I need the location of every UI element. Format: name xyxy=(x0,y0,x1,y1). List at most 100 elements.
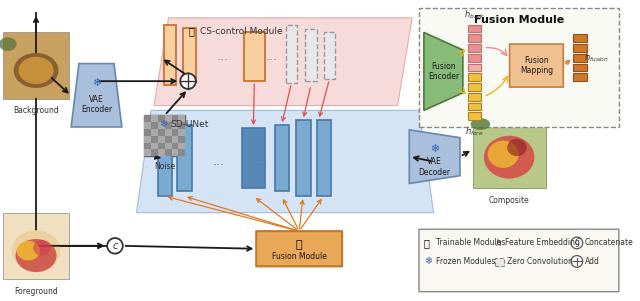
Bar xyxy=(158,129,164,136)
FancyBboxPatch shape xyxy=(509,44,563,87)
Text: 🔥: 🔥 xyxy=(188,26,194,36)
Bar xyxy=(164,25,177,85)
Text: Concatenate: Concatenate xyxy=(585,238,634,247)
Bar xyxy=(151,143,158,149)
Text: Fusion
Encoder: Fusion Encoder xyxy=(428,62,459,81)
Text: Fusion Module: Fusion Module xyxy=(272,252,326,261)
Bar xyxy=(164,136,172,143)
Bar xyxy=(468,103,481,110)
Text: Noise: Noise xyxy=(154,162,175,171)
Bar xyxy=(468,64,481,71)
Bar xyxy=(3,33,69,99)
Bar xyxy=(151,115,158,122)
Bar xyxy=(419,8,619,127)
Bar xyxy=(164,129,172,136)
Bar xyxy=(573,34,587,42)
FancyBboxPatch shape xyxy=(419,229,619,292)
Bar xyxy=(323,33,335,79)
Bar xyxy=(573,54,587,62)
Bar xyxy=(172,122,179,129)
Text: Frozen Modules: Frozen Modules xyxy=(436,257,495,266)
Bar xyxy=(179,129,185,136)
Text: $h_{back}$: $h_{back}$ xyxy=(464,8,485,21)
Ellipse shape xyxy=(470,118,490,130)
Bar xyxy=(158,115,164,122)
Bar xyxy=(183,28,196,82)
Bar xyxy=(179,122,185,129)
Bar xyxy=(151,122,158,129)
Bar xyxy=(144,115,151,122)
Bar xyxy=(275,125,289,191)
Bar xyxy=(151,149,158,156)
Bar xyxy=(164,143,172,149)
Ellipse shape xyxy=(488,141,519,168)
Circle shape xyxy=(571,256,583,267)
Bar xyxy=(495,258,504,266)
Bar xyxy=(468,83,481,91)
Polygon shape xyxy=(154,18,412,106)
Bar xyxy=(158,120,172,196)
Polygon shape xyxy=(136,110,434,213)
Text: ...: ... xyxy=(266,50,278,63)
Text: Foreground: Foreground xyxy=(14,287,58,296)
Ellipse shape xyxy=(15,239,56,272)
Bar xyxy=(172,143,179,149)
Bar xyxy=(151,136,158,143)
Bar xyxy=(164,115,172,122)
Circle shape xyxy=(180,73,196,89)
Bar xyxy=(285,25,297,83)
Bar xyxy=(179,149,185,156)
Bar xyxy=(172,129,179,136)
Text: ❄: ❄ xyxy=(424,256,432,266)
Bar xyxy=(244,33,265,81)
Circle shape xyxy=(107,238,123,254)
Text: Feature Embedding: Feature Embedding xyxy=(505,238,580,247)
Bar xyxy=(158,136,164,143)
Ellipse shape xyxy=(508,139,527,156)
Bar xyxy=(144,122,151,129)
Bar xyxy=(3,213,69,279)
Bar xyxy=(468,54,481,62)
Text: VAE
Decoder: VAE Decoder xyxy=(419,157,451,177)
Ellipse shape xyxy=(484,136,534,178)
Bar xyxy=(573,73,587,81)
Bar xyxy=(296,120,311,196)
Bar xyxy=(573,64,587,71)
Bar xyxy=(144,115,185,156)
Text: Fusion Module: Fusion Module xyxy=(474,15,564,25)
Bar xyxy=(144,129,151,136)
Bar xyxy=(242,128,265,188)
Bar xyxy=(468,25,481,33)
Circle shape xyxy=(571,237,583,249)
Text: c: c xyxy=(112,241,118,251)
Bar xyxy=(317,120,332,196)
Text: ❄: ❄ xyxy=(430,144,439,154)
Polygon shape xyxy=(71,64,122,127)
Polygon shape xyxy=(409,130,460,184)
Bar xyxy=(177,125,192,191)
Bar xyxy=(144,149,151,156)
Bar xyxy=(158,149,164,156)
Text: ...: ... xyxy=(255,154,267,168)
Bar xyxy=(468,112,481,120)
Ellipse shape xyxy=(12,230,60,271)
Bar xyxy=(172,136,179,143)
Bar xyxy=(179,115,185,122)
Bar xyxy=(468,93,481,101)
Text: C: C xyxy=(574,238,580,247)
Text: Composite: Composite xyxy=(489,196,529,205)
Bar xyxy=(144,136,151,143)
Text: Add: Add xyxy=(585,257,600,266)
Bar xyxy=(468,34,481,42)
Text: VAE
Encoder: VAE Encoder xyxy=(81,95,112,114)
Bar xyxy=(158,122,164,129)
Text: ...: ... xyxy=(216,50,228,63)
Text: 🔥: 🔥 xyxy=(424,238,430,248)
Text: 🔥: 🔥 xyxy=(296,240,303,250)
Bar xyxy=(172,115,179,122)
Bar xyxy=(164,149,172,156)
Bar xyxy=(468,73,481,81)
Bar xyxy=(151,129,158,136)
Ellipse shape xyxy=(17,241,40,260)
Polygon shape xyxy=(424,33,463,110)
